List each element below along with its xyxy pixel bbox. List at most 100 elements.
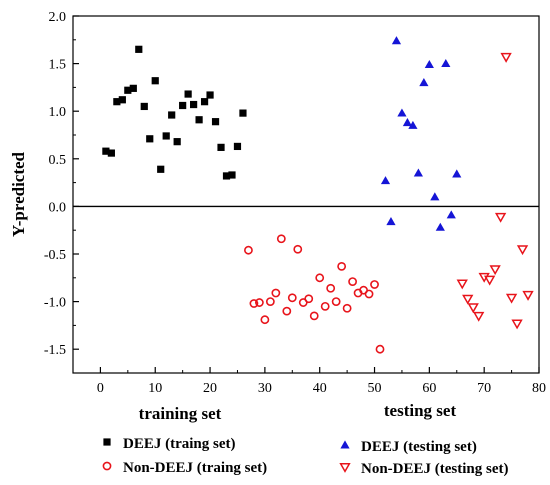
data-point	[309, 311, 319, 321]
y-tick-label: 0.0	[49, 200, 67, 215]
data-point	[494, 212, 507, 223]
data-point	[304, 294, 314, 304]
data-point	[206, 91, 214, 99]
data-point	[265, 297, 275, 306]
x-tick-label: 70	[477, 381, 491, 396]
x-tick-label: 20	[203, 381, 217, 396]
data-point	[467, 303, 479, 314]
data-point	[107, 149, 115, 157]
x-axis-title-testing: testing set	[384, 401, 457, 420]
data-point	[435, 222, 445, 231]
data-point	[419, 78, 429, 87]
legend-label: DEEJ (testing set)	[361, 439, 477, 455]
legend-label: Non-DEEJ (traing set)	[123, 460, 267, 476]
data-point	[483, 275, 496, 286]
data-point	[228, 171, 236, 179]
data-point	[113, 98, 121, 106]
data-point	[217, 143, 225, 151]
data-point	[102, 147, 110, 155]
plot-frame	[72, 15, 540, 374]
y-tick-label: -1.5	[44, 343, 66, 358]
x-tick-label: 80	[532, 381, 546, 396]
series-2	[380, 36, 462, 231]
y-tick-label: 1.0	[49, 105, 67, 120]
data-point	[190, 100, 198, 109]
legend-label: DEEJ (traing set)	[123, 436, 236, 452]
series-1	[244, 234, 385, 354]
data-point	[456, 279, 468, 290]
data-point	[342, 303, 352, 313]
data-point	[500, 52, 512, 63]
y-tick-label: 0.5	[49, 153, 67, 168]
data-point	[151, 77, 159, 85]
data-point	[271, 288, 281, 298]
data-point	[397, 108, 407, 117]
data-point	[452, 169, 462, 178]
data-point	[254, 298, 264, 307]
x-tick-label: 0	[97, 381, 104, 396]
data-point	[375, 344, 385, 354]
x-tick-label: 40	[313, 381, 327, 396]
data-points-layer	[102, 36, 534, 354]
y-tick-label: -0.5	[44, 248, 66, 263]
data-point	[326, 283, 336, 293]
data-point	[195, 116, 203, 124]
data-point	[124, 86, 132, 94]
data-point	[320, 301, 330, 311]
data-point	[184, 90, 192, 98]
data-point	[516, 245, 529, 256]
data-point	[249, 299, 259, 308]
data-point	[424, 59, 434, 69]
legend-label: Non-DEEJ (testing set)	[361, 461, 509, 477]
data-point	[168, 111, 176, 119]
data-point	[522, 290, 534, 301]
data-point	[413, 168, 423, 177]
data-point	[222, 172, 231, 180]
data-point	[380, 176, 391, 185]
data-point	[408, 120, 418, 129]
data-point	[162, 132, 170, 140]
data-point	[386, 217, 396, 226]
data-point	[337, 261, 347, 271]
data-point	[244, 245, 253, 255]
data-point	[331, 297, 341, 306]
data-point	[157, 165, 165, 173]
legend: DEEJ (traing set) Non-DEEJ (traing set) DE…	[102, 436, 509, 477]
data-point	[364, 289, 374, 299]
x-tick-label: 30	[258, 381, 272, 396]
axes-layer: 2.0 1.5 1.0 0.5 0.0 -0.5 -1.0 -1.5 0 10 20 30 40 50 60…	[44, 10, 546, 396]
data-point	[173, 138, 181, 146]
data-point	[489, 265, 501, 276]
data-point	[282, 306, 292, 316]
data-point	[287, 293, 297, 303]
data-point	[446, 210, 456, 219]
data-point	[293, 244, 303, 254]
y-axis-title: Y-predicted	[9, 151, 28, 237]
data-point	[179, 101, 187, 110]
y-tick-label: 1.5	[49, 58, 67, 73]
data-point	[233, 142, 242, 151]
data-point	[129, 84, 137, 92]
data-point	[505, 293, 518, 304]
data-point	[402, 118, 413, 127]
y-tick-label: 2.0	[49, 10, 67, 25]
x-tick-label: 50	[368, 381, 382, 396]
data-point	[118, 96, 126, 104]
data-point	[135, 45, 143, 53]
data-point	[473, 311, 485, 322]
data-point	[260, 315, 270, 325]
legend-marker	[103, 438, 111, 446]
data-point	[441, 59, 451, 68]
x-tick-label: 10	[148, 381, 162, 396]
data-point	[140, 102, 148, 111]
data-point	[370, 280, 379, 289]
data-point	[348, 277, 357, 287]
data-point	[146, 135, 154, 143]
data-point	[511, 319, 523, 330]
x-tick-label: 60	[422, 381, 436, 396]
data-point	[239, 109, 247, 117]
series-0	[102, 45, 247, 180]
data-point	[391, 36, 402, 45]
data-point	[276, 234, 286, 244]
